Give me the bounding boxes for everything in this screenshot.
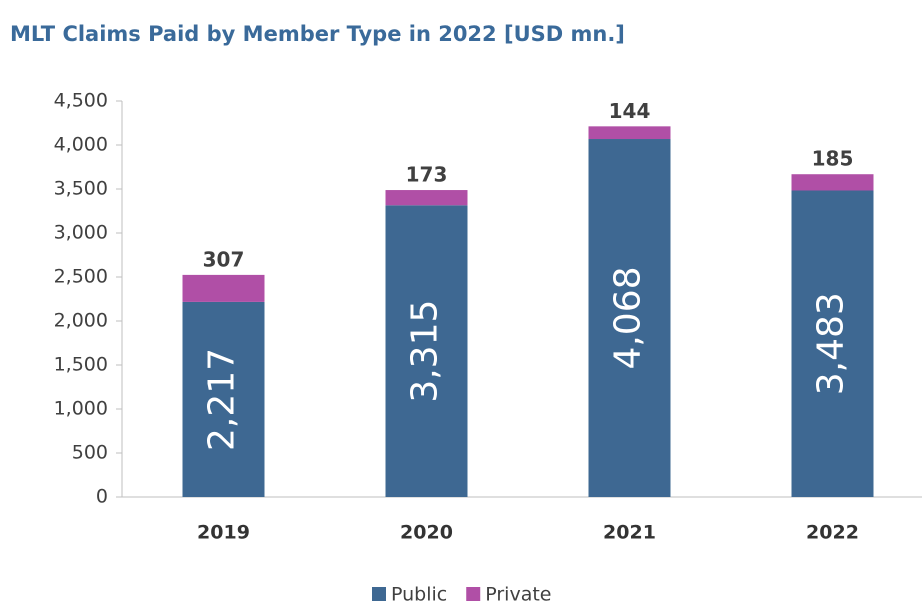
x-tick-label: 2019	[197, 522, 250, 544]
x-tick-label: 2022	[806, 522, 859, 544]
y-tick-label: 4,000	[54, 134, 108, 156]
y-tick-label: 500	[72, 442, 108, 464]
y-tick-label: 0	[96, 486, 108, 508]
value-label: 3,483	[811, 292, 852, 395]
legend-label: Public	[391, 584, 447, 603]
y-tick-label: 1,500	[54, 354, 108, 376]
bar-segment	[588, 126, 671, 140]
value-label: 3,315	[405, 300, 446, 403]
bar-segment	[791, 190, 874, 497]
legend-swatch	[466, 587, 481, 601]
x-tick-label: 2020	[400, 522, 453, 544]
y-tick-label: 2,000	[54, 310, 108, 332]
x-tick-label: 2021	[603, 522, 656, 544]
bar-segment	[588, 139, 671, 498]
value-label: 173	[406, 163, 448, 187]
value-label: 2,217	[202, 348, 243, 451]
bar-segment	[385, 205, 468, 497]
y-tick-label: 3,000	[54, 222, 108, 244]
bar-segment	[385, 190, 468, 206]
value-label: 307	[203, 247, 245, 271]
value-label: 4,068	[608, 266, 649, 369]
legend-swatch	[372, 587, 386, 601]
bar-segment	[182, 301, 265, 497]
value-label: 185	[812, 147, 854, 171]
legend-label: Private	[485, 584, 551, 603]
y-tick-label: 1,000	[54, 398, 108, 420]
y-tick-label: 2,500	[54, 266, 108, 288]
value-label: 144	[609, 99, 651, 123]
chart-title: MLT Claims Paid by Member Type in 2022 […	[10, 22, 625, 46]
y-tick-label: 3,500	[54, 178, 108, 200]
y-tick-label: 4,500	[54, 90, 108, 112]
bar-segment	[182, 274, 265, 302]
bar-segment	[791, 174, 874, 191]
